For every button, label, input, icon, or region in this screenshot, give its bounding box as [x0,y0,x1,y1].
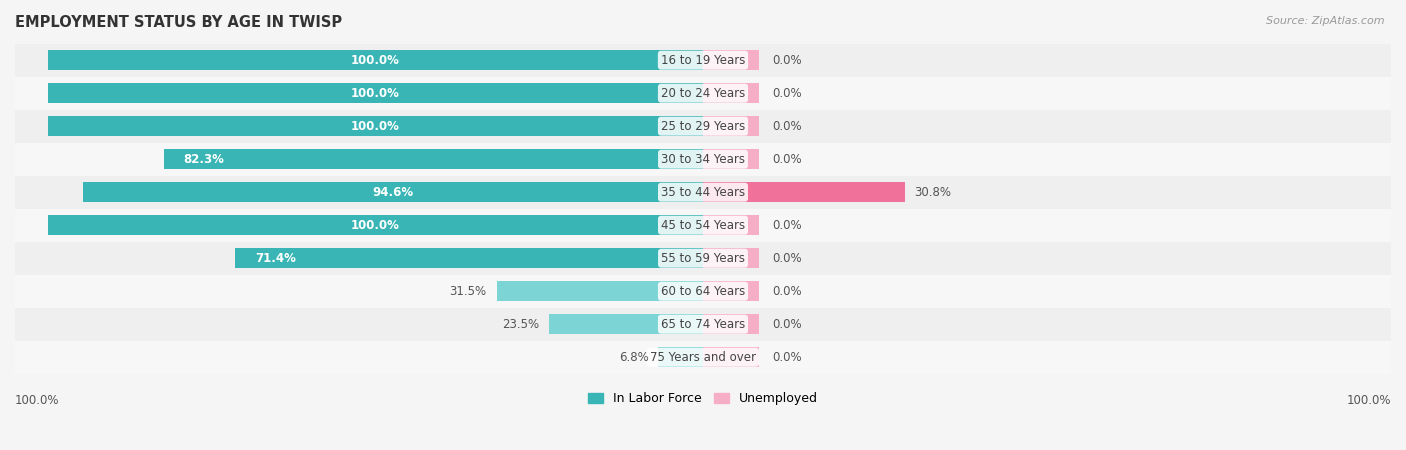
Text: 71.4%: 71.4% [254,252,295,265]
Text: EMPLOYMENT STATUS BY AGE IN TWISP: EMPLOYMENT STATUS BY AGE IN TWISP [15,15,342,30]
Text: 0.0%: 0.0% [772,120,801,133]
Bar [703,314,759,334]
Bar [83,182,703,202]
Text: 65 to 74 Years: 65 to 74 Years [661,318,745,331]
Bar [703,281,759,302]
Bar [15,76,1391,110]
Bar [703,149,759,169]
Bar [703,83,759,104]
Bar [48,83,703,104]
Text: 100.0%: 100.0% [352,54,399,67]
Bar [496,281,703,302]
Text: 82.3%: 82.3% [183,153,225,166]
Bar [15,274,1391,308]
Text: 0.0%: 0.0% [772,285,801,298]
Bar [15,143,1391,176]
Bar [163,149,703,169]
Text: 100.0%: 100.0% [352,219,399,232]
Bar [703,248,759,268]
Text: 20 to 24 Years: 20 to 24 Years [661,87,745,99]
Bar [15,341,1391,373]
Bar [703,347,759,368]
Text: 6.8%: 6.8% [619,351,648,364]
Text: 0.0%: 0.0% [772,351,801,364]
Text: 100.0%: 100.0% [1347,393,1391,406]
Text: 31.5%: 31.5% [450,285,486,298]
Text: 25 to 29 Years: 25 to 29 Years [661,120,745,133]
Text: 60 to 64 Years: 60 to 64 Years [661,285,745,298]
Text: 30.8%: 30.8% [915,186,952,199]
Text: 94.6%: 94.6% [373,186,413,199]
Bar [703,116,759,136]
Bar [15,308,1391,341]
Bar [15,176,1391,209]
Bar [15,242,1391,274]
Text: 0.0%: 0.0% [772,87,801,99]
Bar [15,44,1391,76]
Bar [48,215,703,235]
Text: 16 to 19 Years: 16 to 19 Years [661,54,745,67]
Text: 55 to 59 Years: 55 to 59 Years [661,252,745,265]
Bar [15,110,1391,143]
Text: 23.5%: 23.5% [502,318,538,331]
Text: 75 Years and over: 75 Years and over [650,351,756,364]
Text: Source: ZipAtlas.com: Source: ZipAtlas.com [1267,16,1385,26]
Text: 0.0%: 0.0% [772,219,801,232]
Text: 100.0%: 100.0% [352,87,399,99]
Bar [703,182,905,202]
Bar [48,50,703,70]
Bar [703,215,759,235]
Text: 0.0%: 0.0% [772,153,801,166]
Text: 35 to 44 Years: 35 to 44 Years [661,186,745,199]
Bar [48,116,703,136]
Bar [235,248,703,268]
Text: 0.0%: 0.0% [772,252,801,265]
Bar [548,314,703,334]
Text: 100.0%: 100.0% [352,120,399,133]
Bar [658,347,703,368]
Bar [703,50,759,70]
Text: 100.0%: 100.0% [15,393,59,406]
Text: 45 to 54 Years: 45 to 54 Years [661,219,745,232]
Text: 0.0%: 0.0% [772,54,801,67]
Text: 30 to 34 Years: 30 to 34 Years [661,153,745,166]
Legend: In Labor Force, Unemployed: In Labor Force, Unemployed [583,387,823,410]
Text: 0.0%: 0.0% [772,318,801,331]
Bar [15,209,1391,242]
